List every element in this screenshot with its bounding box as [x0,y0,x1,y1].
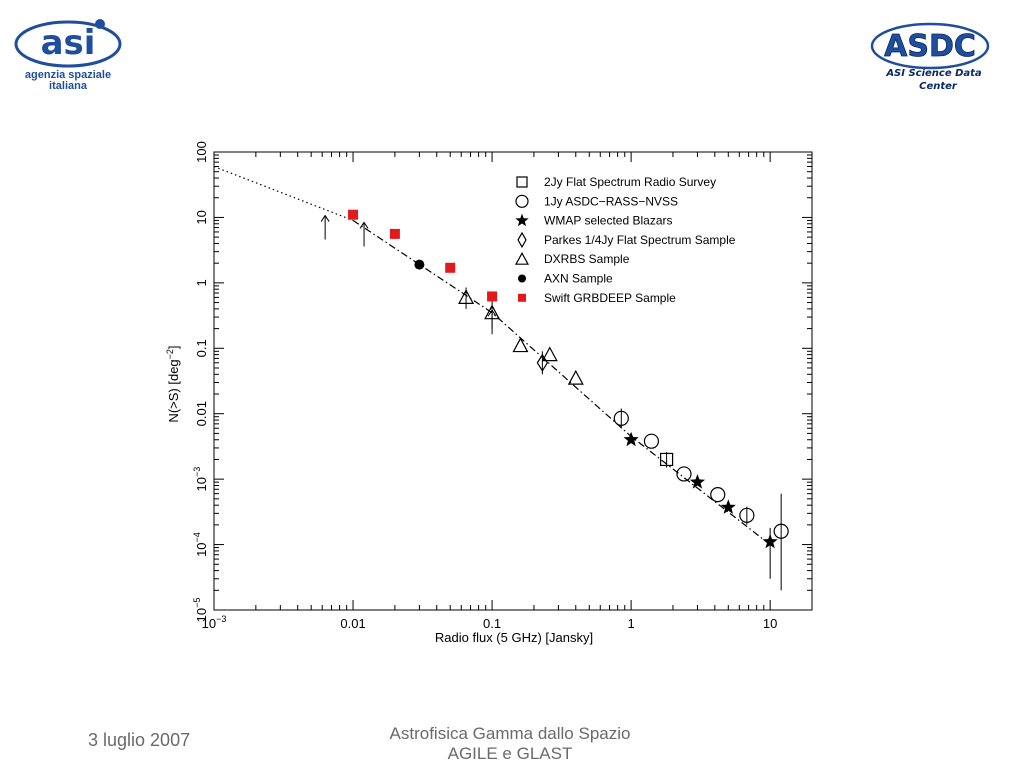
y-axis-label-main: N(>S) [deg [166,359,181,422]
footer-title: Astrofisica Gamma dallo Spazio AGILE e G… [350,724,670,764]
y-tick-label: 100 [194,141,209,163]
x-tick-label: 0.01 [340,616,365,631]
legend-label: 2Jy Flat Spectrum Radio Survey [544,175,716,189]
triangle-data-point [567,369,584,385]
triangle-data-point [458,289,475,304]
asdc-logo-mark: ASDC [884,29,976,64]
log-log-chart: 10−3 0.01 0.1 1 1010−510−410−30.010.1110100 … [165,141,813,645]
series-circle [613,410,789,539]
dash-dot-fit-line [352,219,771,546]
upper-limit-arrow [320,214,330,240]
series-dot [414,259,425,270]
y-tick-label: 1 [194,279,209,286]
plot-border [213,151,813,611]
asdc-logo: ASDC ASI Science Data Center [870,22,990,92]
asdc-logo-orbit [870,22,990,70]
legend-marker-filled-square [518,293,526,302]
x-axis-label: Radio flux (5 GHz) [Jansky] [435,630,593,645]
footer-date: 3 luglio 2007 [88,730,191,750]
legend-marker-diamond [517,231,527,249]
asdc-logo-text-2: Center [919,81,958,92]
asi-logo-text-2: italiana [49,80,88,92]
asi-logo-dot [95,19,105,29]
legend-marker-square [516,176,528,188]
x-tick-label: 1 [627,616,634,631]
circle-data-point [710,487,726,503]
x-tick-label-exp: −3 [216,614,226,624]
circle-data-point [676,466,692,482]
asi-logo-mark: asi [41,23,96,63]
legend-label: Parkes 1/4Jy Flat Spectrum Sample [544,233,736,247]
filled-square-data-point [348,209,359,220]
arrow-head [320,214,330,222]
asi-logo-orbit [14,20,122,68]
series-filled-square [348,209,498,302]
x-tick-label: 10 [763,616,777,631]
y-tick-label-exp: −5 [192,598,202,608]
y-axis-label-exp: −2 [165,349,175,359]
arrow-head [487,309,497,317]
arrow-head [359,221,369,229]
y-tick-label: 10−3 [192,467,209,492]
y-tick-label-exp: −3 [192,467,202,477]
y-tick-label: 10−5 [192,598,209,623]
footer-title-line-2: AGILE e GLAST [447,744,573,763]
circle-data-point [739,507,755,523]
legend-marker-circle [515,194,529,208]
asi-logo: asi agenzia spaziale italiana [14,19,122,92]
x-tick-label: 0.1 [483,616,501,631]
legend-label: WMAP selected Blazars [544,214,673,228]
asi-logo-text-1: agenzia spaziale [25,69,111,81]
y-tick-label-base: 10 [194,542,209,556]
legend-marker-dot [518,274,526,283]
star-data-point [689,474,706,489]
plot-frame [213,151,813,611]
series-triangle [458,289,584,385]
dotted-fit-line [213,165,354,221]
y-tick-label-exp: −4 [192,532,202,542]
legend-label: DXRBS Sample [544,252,630,266]
legend-marker-triangle [514,251,530,265]
series-star [623,431,778,549]
circle-data-point [613,410,629,426]
square-data-point [660,452,674,467]
data-markers [348,209,789,549]
dot-data-point [414,259,425,270]
circle-data-point [643,433,660,449]
error-bars [465,287,782,591]
y-tick-label: 10 [194,210,209,224]
y-tick-label: 0.1 [194,339,209,357]
x-tick-label: 10−3 [202,614,227,631]
circle-data-point [773,523,789,539]
asdc-logo-text-1: ASI Science Data [885,68,982,79]
triangle-data-point [541,346,558,362]
legend-label: AXN Sample [544,272,613,286]
series-square [660,452,674,467]
fit-lines [213,165,771,546]
filled-square-data-point [445,262,456,273]
legend-label: 1Jy ASDC−RASS−NVSS [544,194,678,208]
upper-limit-arrow [359,221,369,247]
y-tick-label: 0.01 [194,401,209,426]
star-data-point [623,431,639,447]
filled-square-data-point [487,291,498,302]
upper-limits [320,214,497,335]
footer-title-line-1: Astrofisica Gamma dallo Spazio [389,724,631,743]
y-tick-label-base: 10 [194,608,209,622]
y-axis-label-end: ] [166,345,181,349]
legend-marker-star [515,213,529,227]
star-data-point [762,533,778,549]
x-tick-label-base: 10 [202,616,216,631]
triangle-data-point [512,337,529,353]
legend: 2Jy Flat Spectrum Radio Survey 1Jy ASDC−R… [514,175,736,305]
star-data-point [720,499,736,514]
triangle-data-point [484,304,501,320]
upper-limit-arrow [487,309,497,335]
y-axis-label: N(>S) [deg−2] [165,345,181,422]
y-tick-label-base: 10 [194,477,209,491]
legend-label: Swift GRBDEEP Sample [544,291,676,305]
y-tick-label: 10−4 [192,532,209,557]
filled-square-data-point [389,228,400,239]
